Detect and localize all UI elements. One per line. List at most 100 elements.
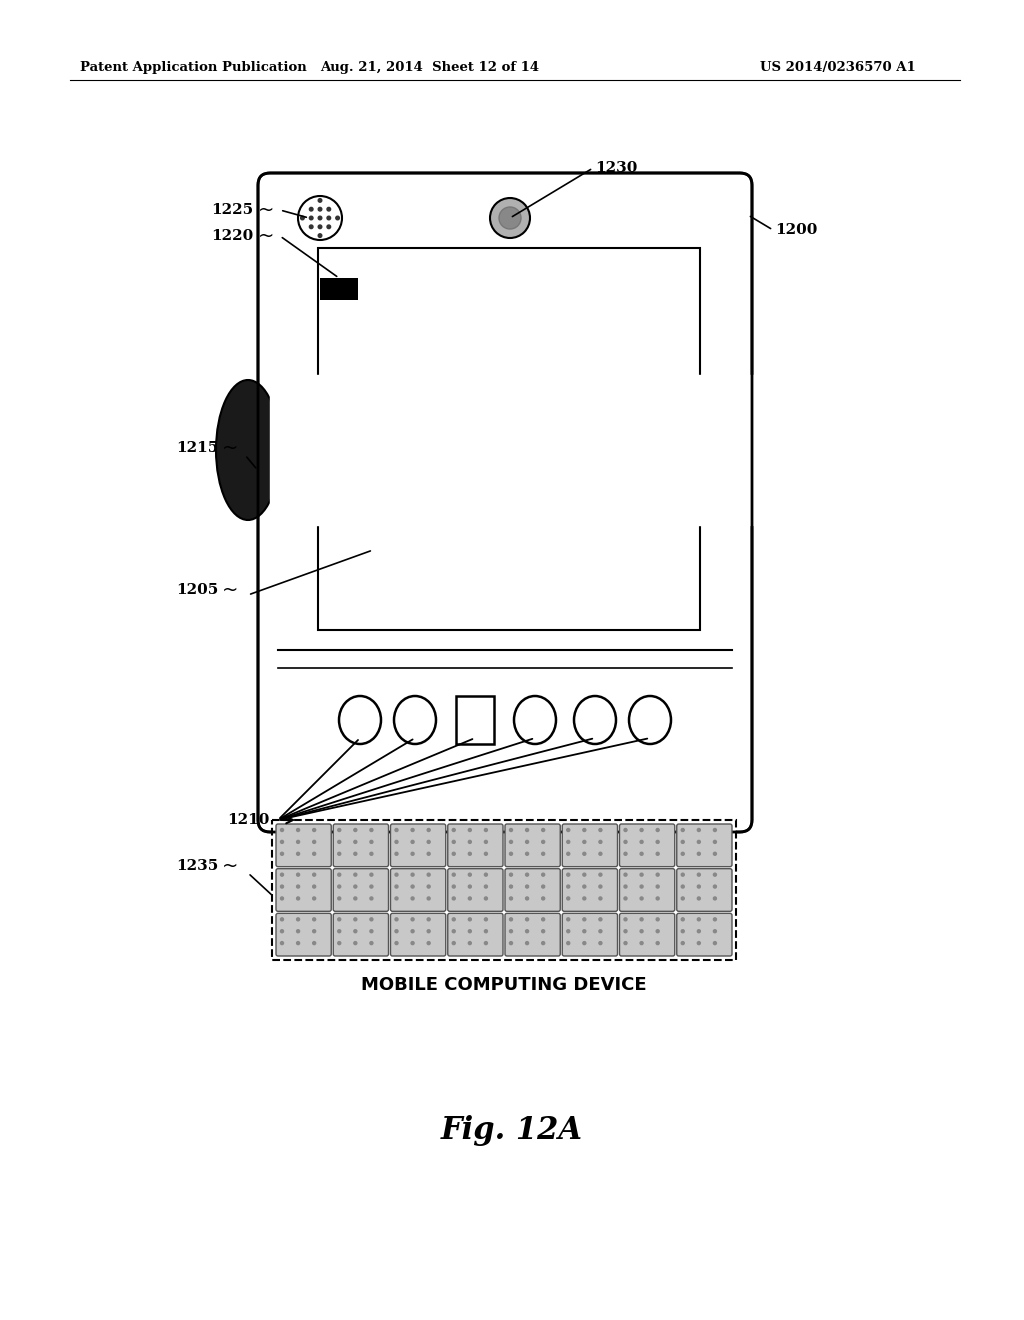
Circle shape [681, 941, 684, 945]
Circle shape [318, 216, 322, 220]
Circle shape [484, 841, 487, 843]
Circle shape [354, 884, 356, 888]
Circle shape [624, 853, 627, 855]
Text: Aug. 21, 2014  Sheet 12 of 14: Aug. 21, 2014 Sheet 12 of 14 [321, 62, 540, 74]
Circle shape [542, 941, 545, 945]
FancyBboxPatch shape [333, 869, 388, 911]
FancyBboxPatch shape [620, 824, 675, 867]
Circle shape [566, 884, 569, 888]
Circle shape [681, 829, 684, 832]
Circle shape [411, 929, 414, 933]
Circle shape [525, 898, 528, 900]
Circle shape [714, 841, 717, 843]
Circle shape [338, 929, 341, 933]
Circle shape [395, 917, 398, 921]
Circle shape [656, 929, 659, 933]
Circle shape [566, 941, 569, 945]
Text: 1205: 1205 [176, 583, 218, 597]
Circle shape [583, 873, 586, 876]
Circle shape [281, 941, 284, 945]
Circle shape [312, 873, 315, 876]
Circle shape [624, 873, 627, 876]
Circle shape [640, 898, 643, 900]
FancyBboxPatch shape [390, 869, 445, 911]
Circle shape [599, 841, 602, 843]
Circle shape [411, 853, 414, 855]
Circle shape [510, 941, 512, 945]
Circle shape [656, 829, 659, 832]
Circle shape [484, 929, 487, 933]
Circle shape [566, 853, 569, 855]
Circle shape [297, 829, 300, 832]
Circle shape [338, 829, 341, 832]
Circle shape [281, 829, 284, 832]
Circle shape [297, 884, 300, 888]
Circle shape [453, 873, 456, 876]
Circle shape [395, 941, 398, 945]
FancyBboxPatch shape [333, 913, 388, 956]
Ellipse shape [394, 696, 436, 744]
Text: 1225: 1225 [211, 203, 253, 216]
Circle shape [525, 929, 528, 933]
Circle shape [714, 829, 717, 832]
Circle shape [354, 917, 356, 921]
Circle shape [395, 853, 398, 855]
Text: ~: ~ [222, 857, 239, 875]
Circle shape [599, 898, 602, 900]
Bar [272, 820, 736, 960]
Circle shape [681, 853, 684, 855]
Circle shape [354, 829, 356, 832]
FancyBboxPatch shape [562, 869, 617, 911]
Circle shape [312, 929, 315, 933]
Circle shape [298, 195, 342, 240]
Ellipse shape [216, 380, 280, 520]
Circle shape [318, 207, 322, 211]
Circle shape [656, 917, 659, 921]
Circle shape [656, 853, 659, 855]
Circle shape [468, 917, 471, 921]
Circle shape [525, 941, 528, 945]
Text: 1210: 1210 [227, 813, 270, 828]
Circle shape [583, 917, 586, 921]
Circle shape [427, 853, 430, 855]
Circle shape [697, 929, 700, 933]
Circle shape [697, 898, 700, 900]
Circle shape [468, 898, 471, 900]
Circle shape [354, 841, 356, 843]
Circle shape [697, 853, 700, 855]
Circle shape [297, 929, 300, 933]
Circle shape [370, 829, 373, 832]
Circle shape [297, 853, 300, 855]
Circle shape [510, 917, 512, 921]
Circle shape [542, 929, 545, 933]
Circle shape [338, 917, 341, 921]
Circle shape [525, 829, 528, 832]
Text: 1200: 1200 [775, 223, 817, 238]
Circle shape [566, 841, 569, 843]
Circle shape [697, 884, 700, 888]
FancyBboxPatch shape [677, 913, 732, 956]
Circle shape [468, 941, 471, 945]
Circle shape [566, 873, 569, 876]
Circle shape [681, 841, 684, 843]
Circle shape [312, 853, 315, 855]
Text: 1230: 1230 [595, 161, 637, 176]
Circle shape [656, 884, 659, 888]
Circle shape [583, 929, 586, 933]
Bar [270, 375, 760, 525]
FancyBboxPatch shape [505, 824, 560, 867]
Circle shape [484, 898, 487, 900]
Circle shape [681, 917, 684, 921]
Circle shape [327, 224, 331, 228]
FancyBboxPatch shape [333, 824, 388, 867]
Circle shape [338, 873, 341, 876]
Text: Patent Application Publication: Patent Application Publication [80, 62, 307, 74]
Circle shape [510, 873, 512, 876]
Circle shape [599, 929, 602, 933]
Circle shape [542, 917, 545, 921]
Circle shape [510, 884, 512, 888]
Circle shape [484, 941, 487, 945]
Circle shape [583, 853, 586, 855]
Circle shape [327, 207, 331, 211]
Text: 1235: 1235 [176, 859, 218, 873]
